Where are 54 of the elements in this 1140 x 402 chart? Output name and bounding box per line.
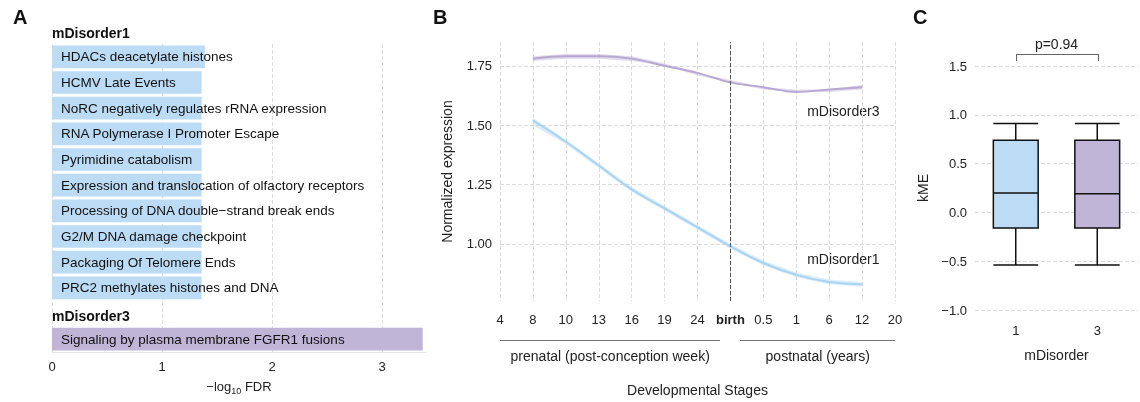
x-tick-label: 24 <box>690 312 705 327</box>
y-tick-label: −1.0 <box>941 302 967 318</box>
x-tick-label: 8 <box>529 312 537 327</box>
y-tick-label: G2/M DNA damage checkpoint <box>61 229 247 244</box>
text: p=0.94 <box>1034 36 1079 52</box>
x-tick-label: 3 <box>1093 323 1101 338</box>
x-tick-label: 3 <box>378 359 386 374</box>
x-tick-label: birth <box>715 312 745 327</box>
x-tick-label: 2 <box>268 359 276 374</box>
y-tick-label: RNA Polymerase I Promoter Escape <box>61 126 280 142</box>
y-tick-label: Expression and translocation of olfactory receptors <box>61 177 365 193</box>
y-tick-label: Pyrimidine catabolism <box>61 152 193 167</box>
x-tick-label: 0.5 <box>754 312 773 327</box>
chart-title: B <box>433 6 448 28</box>
x-tick-label: 12 <box>854 312 870 327</box>
x-tick-label: 1 <box>792 312 800 327</box>
y-axis-title: kME <box>915 174 932 202</box>
y-tick-label: 1.0 <box>948 107 967 123</box>
x-tick-label: 16 <box>624 312 639 327</box>
x-tick-label: 1 <box>1012 323 1020 338</box>
x-axis-title: Developmental Stages <box>627 382 768 398</box>
y-tick-label: 1.50 <box>466 117 492 133</box>
y-tick-label: 1.75 <box>466 58 492 74</box>
y-tick-label: HDACs deacetylate histones <box>61 49 234 65</box>
y-tick-label: HCMV Late Events <box>61 75 177 90</box>
x-tick-label: 10 <box>558 312 574 327</box>
x-tick-label: 20 <box>887 312 903 327</box>
y-tick-label: 1.00 <box>466 236 492 252</box>
y-tick-label: Processing of DNA double−strand break ends <box>61 203 335 219</box>
x-tick-label: 0 <box>48 359 56 374</box>
series-label: mDisorder3 <box>807 102 880 119</box>
y-tick-label: 1.25 <box>466 177 492 193</box>
y-tick-label: 0.0 <box>948 204 967 220</box>
series-label: mDisorder3 <box>52 308 131 325</box>
y-tick-label: PRC2 methylates histones and DNA <box>61 280 279 296</box>
x-tick-label: 4 <box>496 312 504 327</box>
series-label: mDisorder1 <box>52 25 131 42</box>
text: postnatal (years) <box>765 348 870 364</box>
y-tick-label: 0.5 <box>948 156 967 172</box>
x-tick-label: 19 <box>657 312 672 327</box>
series-label: mDisorder1 <box>807 250 880 267</box>
x-tick-label: 6 <box>825 312 833 327</box>
y-tick-label: Signaling by plasma membrane FGFR1 fusions <box>61 331 345 347</box>
y-tick-label: −0.5 <box>941 253 967 269</box>
y-tick-label: Packaging Of Telomere Ends <box>61 254 236 270</box>
chart-title: A <box>13 6 28 28</box>
x-tick-label: 1 <box>158 359 166 374</box>
x-axis-title: mDisorder <box>1024 347 1090 363</box>
y-axis-title: Normalized expression <box>439 100 455 243</box>
y-tick-label: 1.5 <box>948 58 967 74</box>
x-tick-label: 13 <box>591 312 606 327</box>
y-tick-label: NoRC negatively regulates rRNA expression <box>61 100 327 116</box>
text: prenatal (post-conception week) <box>510 348 710 364</box>
chart-title: C <box>913 6 928 28</box>
